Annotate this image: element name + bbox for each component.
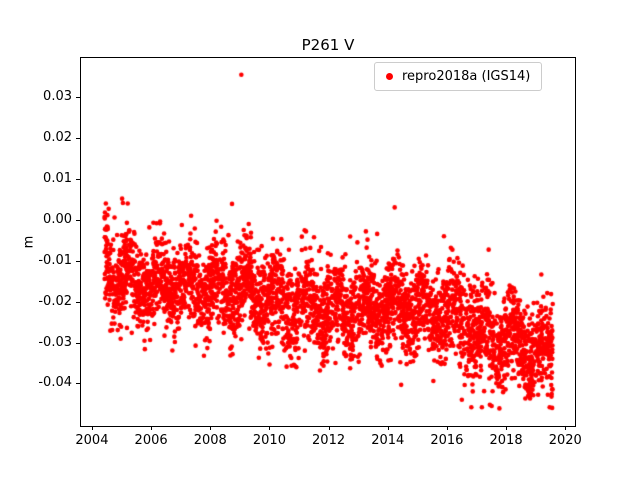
x-tick-mark [328,426,330,430]
x-tick-mark [506,426,508,430]
x-tick-label: 2012 [312,433,346,448]
x-tick-mark [565,426,567,430]
y-tick-label: 0.03 [43,89,72,105]
y-tick-label: 0.02 [43,130,72,146]
x-tick-mark [210,426,212,430]
x-tick-label: 2016 [430,433,464,448]
x-tick-label: 2010 [252,433,286,448]
y-tick-label: -0.03 [38,334,72,350]
y-tick-mark [76,97,80,99]
x-tick-mark [269,426,271,430]
y-axis-label: m [21,235,37,249]
x-tick-label: 2004 [75,433,109,448]
y-tick-mark [76,138,80,140]
y-tick-label: -0.04 [38,375,72,391]
y-tick-label: -0.01 [38,252,72,268]
y-tick-label: -0.02 [38,293,72,309]
y-tick-mark [76,383,80,385]
x-tick-mark [387,426,389,430]
y-tick-mark [76,219,80,221]
chart-title: P261 V [301,36,355,54]
x-tick-label: 2008 [193,433,227,448]
y-tick-label: 0.01 [43,171,72,187]
y-tick-mark [76,179,80,181]
y-tick-mark [76,260,80,262]
legend-series-label: repro2018a (IGS14) [402,69,531,84]
y-tick-mark [76,301,80,303]
x-tick-label: 2018 [489,433,523,448]
x-tick-label: 2014 [371,433,405,448]
x-tick-mark [151,426,153,430]
x-tick-label: 2006 [134,433,168,448]
x-tick-label: 2020 [548,433,582,448]
legend: repro2018a (IGS14) [374,62,543,91]
scatter-points-canvas [81,58,575,426]
x-tick-mark [91,426,93,430]
y-tick-label: 0.00 [43,211,72,227]
y-tick-mark [76,342,80,344]
x-tick-mark [446,426,448,430]
plot-area [80,57,576,427]
legend-marker-dot-icon [386,73,393,80]
